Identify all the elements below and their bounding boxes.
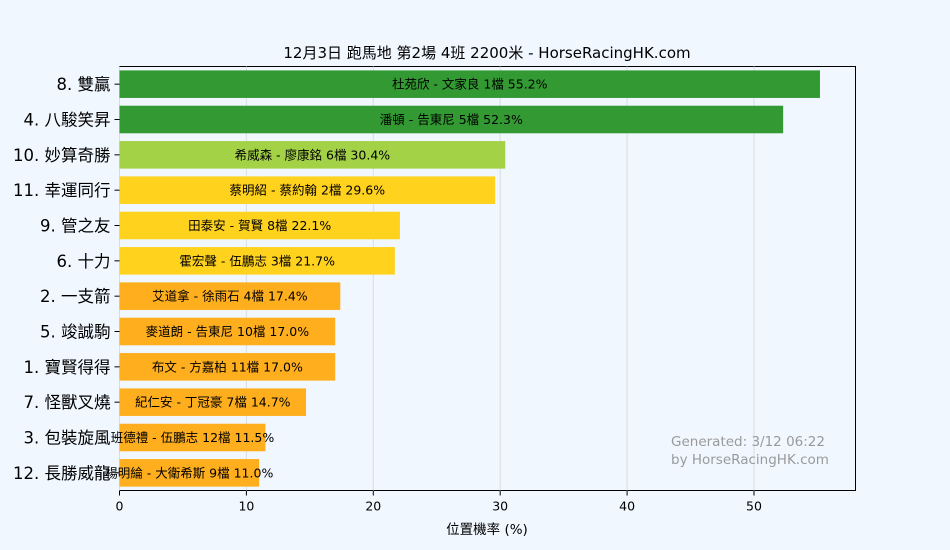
bar — [119, 282, 341, 310]
bar-label: 霍宏聲 - 伍鵬志 3檔 21.7% — [179, 253, 335, 268]
bar — [119, 388, 307, 416]
bar — [119, 105, 784, 134]
bar-label: 麥道朗 - 告東尼 10檔 17.0% — [146, 324, 310, 339]
bar-label: 田泰安 - 賀賢 8檔 22.1% — [188, 218, 331, 233]
category-label: 11. 幸運同行 — [13, 181, 111, 200]
bar-label: 杜苑欣 - 文家良 1檔 55.2% — [392, 77, 548, 92]
bar — [119, 247, 395, 275]
bar — [119, 141, 506, 169]
category-label: 2. 一支箭 — [40, 287, 111, 306]
category-label: 4. 八駿笑昇 — [24, 111, 111, 130]
category-label: 9. 管之友 — [40, 217, 111, 236]
x-tick-label: 50 — [746, 499, 762, 514]
category-label: 5. 竣誠駒 — [40, 323, 111, 342]
x-tick-label: 0 — [116, 499, 124, 514]
bar-label: 楊明綸 - 大衛希斯 9檔 11.0% — [105, 465, 273, 480]
bar — [119, 423, 266, 452]
bar-label: 希威森 - 廖康銘 6檔 30.4% — [235, 147, 391, 162]
category-label: 1. 寶賢得得 — [24, 357, 111, 377]
bar-label: 班德禮 - 伍鵬志 12檔 11.5% — [111, 430, 275, 445]
footer-generated: Generated: 3/12 06:22 — [671, 434, 825, 450]
x-tick-label: 10 — [238, 499, 254, 514]
bar — [119, 70, 820, 98]
category-label: 8. 雙贏 — [57, 75, 111, 94]
bar — [119, 317, 336, 346]
bar-label: 蔡明紹 - 蔡約翰 2檔 29.6% — [230, 183, 386, 198]
category-label: 7. 怪獸叉燒 — [24, 393, 111, 412]
x-tick-label: 40 — [619, 499, 635, 514]
bar — [119, 176, 496, 204]
bar-label: 潘頓 - 告東尼 5檔 52.3% — [380, 112, 523, 127]
x-axis-label: 位置機率 (%) — [446, 521, 528, 538]
x-axis: 0 10 20 30 40 50 — [116, 490, 762, 514]
category-label: 3. 包裝旋風 — [24, 429, 111, 448]
plot-area — [119, 66, 856, 491]
chart-title: 12月3日 跑馬地 第2場 4班 2200米 - HorseRacingHK.c… — [283, 44, 690, 62]
x-tick-label: 30 — [492, 499, 508, 514]
bar — [119, 353, 336, 381]
bars: 8. 雙贏 杜苑欣 - 文家良 1檔 55.2% 4. 八駿笑昇 潘頓 - 告東尼 5… — [13, 70, 820, 487]
x-tick-label: 20 — [365, 499, 381, 514]
bar — [119, 459, 260, 487]
bar — [119, 211, 400, 240]
bar-label: 紀仁安 - 丁冠豪 7檔 14.7% — [135, 395, 291, 410]
gridlines — [119, 66, 755, 491]
footer-source: by HorseRacingHK.com — [671, 452, 829, 468]
category-label: 12. 長勝威龍 — [13, 464, 111, 483]
category-label: 10. 妙算奇勝 — [13, 146, 111, 165]
bar-label: 艾道拿 - 徐雨石 4檔 17.4% — [152, 289, 308, 304]
category-label: 6. 十力 — [57, 252, 111, 271]
bar-label: 布文 - 方嘉柏 11檔 17.0% — [152, 359, 303, 374]
